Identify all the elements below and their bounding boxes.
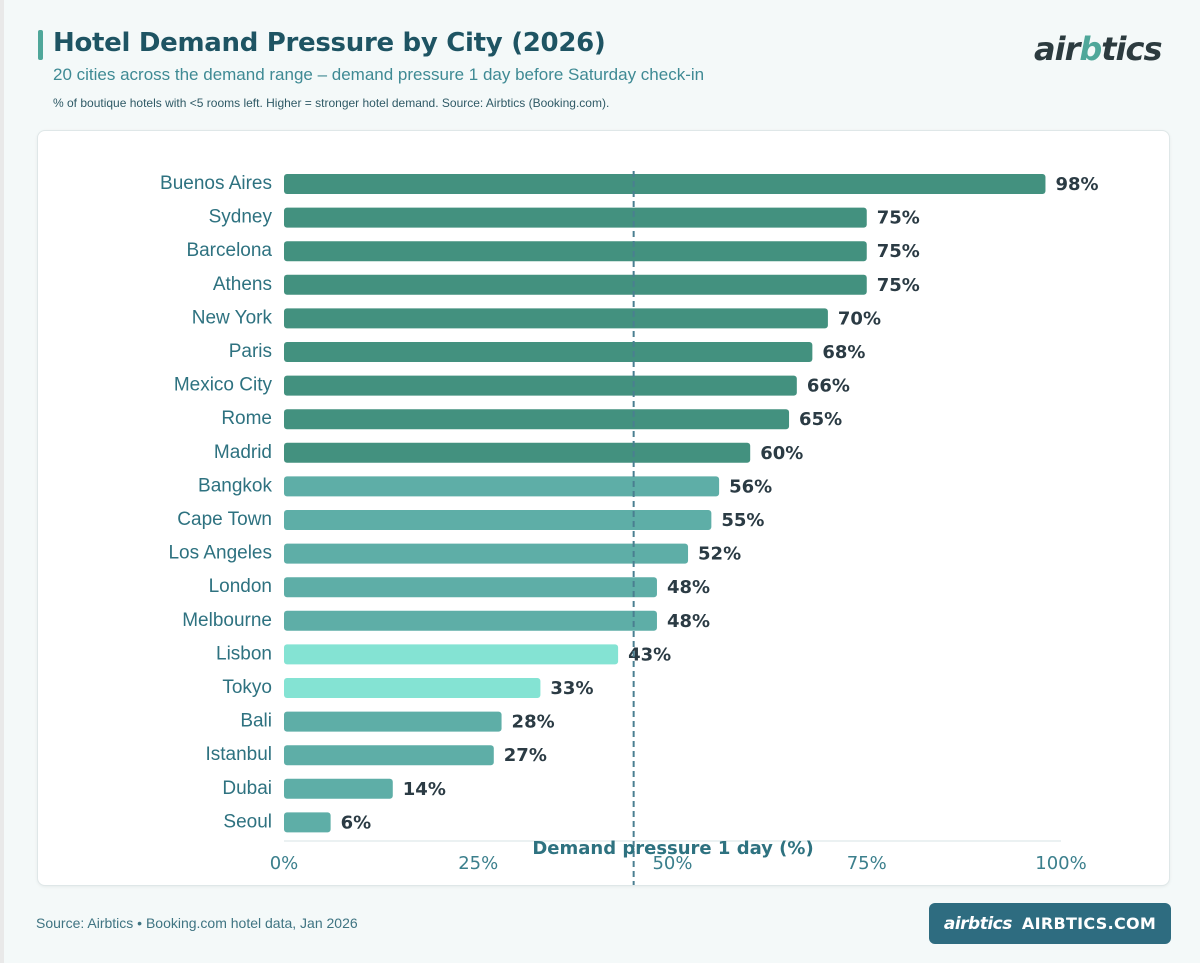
value-label-madrid: 60% xyxy=(760,443,803,464)
value-label-seoul: 6% xyxy=(341,812,372,833)
logo-text-tics: tics xyxy=(1101,30,1162,68)
category-label-istanbul: Istanbul xyxy=(205,744,272,765)
bar-dubai xyxy=(284,778,393,799)
logo-text-air: air xyxy=(1034,30,1080,68)
value-label-barcelona: 75% xyxy=(877,241,920,262)
bar-lisbon xyxy=(284,644,619,665)
chart-note: % of boutique hotels with <5 rooms left.… xyxy=(53,96,610,110)
category-label-seoul: Seoul xyxy=(223,811,272,832)
value-label-rome: 65% xyxy=(799,409,842,430)
airbtics-site-button[interactable]: airbtics AIRBTICS.COM xyxy=(929,903,1171,944)
value-label-tokyo: 33% xyxy=(550,678,593,699)
category-label-athens: Athens xyxy=(213,274,272,295)
value-label-mexico-city: 66% xyxy=(807,376,850,397)
x-tick-label-25: 25% xyxy=(458,853,498,874)
page-title: Hotel Demand Pressure by City (2026) xyxy=(53,28,606,58)
bar-madrid xyxy=(284,442,751,463)
x-tick-label-75: 75% xyxy=(847,853,887,874)
value-label-london: 48% xyxy=(667,577,710,598)
category-label-buenos-aires: Buenos Aires xyxy=(160,173,272,194)
bar-new-york xyxy=(284,308,828,329)
bar-rome xyxy=(284,409,790,430)
footer-source: Source: Airbtics • Booking.com hotel dat… xyxy=(36,915,358,931)
bar-athens xyxy=(284,274,867,295)
category-label-dubai: Dubai xyxy=(222,778,272,799)
bar-sydney xyxy=(284,207,867,228)
category-label-sydney: Sydney xyxy=(209,207,273,228)
logo-text-b: b xyxy=(1079,30,1102,68)
page-subtitle: 20 cities across the demand range – dema… xyxy=(53,65,705,84)
bar-paris xyxy=(284,342,813,362)
bar-cape-town xyxy=(284,510,712,530)
category-label-madrid: Madrid xyxy=(214,442,272,463)
value-label-lisbon: 43% xyxy=(628,644,671,665)
bar-buenos-aires xyxy=(284,174,1046,194)
airbtics-logo[interactable]: airbtics xyxy=(1034,30,1163,68)
bar-bali xyxy=(284,711,502,732)
value-label-istanbul: 27% xyxy=(504,745,547,766)
value-label-bangkok: 56% xyxy=(729,476,772,497)
bar-melbourne xyxy=(284,610,657,631)
category-label-rome: Rome xyxy=(221,408,272,429)
category-label-london: London xyxy=(209,576,272,597)
bar-istanbul xyxy=(284,745,494,766)
x-tick-label-100: 100% xyxy=(1035,853,1086,874)
value-label-los-angeles: 52% xyxy=(698,544,741,565)
value-label-sydney: 75% xyxy=(877,208,920,229)
category-label-los-angeles: Los Angeles xyxy=(168,543,272,564)
value-label-cape-town: 55% xyxy=(721,510,764,531)
category-label-cape-town: Cape Town xyxy=(177,509,272,530)
bar-bangkok xyxy=(284,476,720,497)
bar-chart: Buenos Aires 98% Sydney 75% Barcelona 75% Athe… xyxy=(160,171,1099,885)
x-tick-label-50: 50% xyxy=(652,853,692,874)
chart-card: Buenos Aires 98% Sydney 75% Barcelona 75% Athe… xyxy=(37,130,1170,886)
bar-mexico-city xyxy=(284,375,797,396)
category-label-lisbon: Lisbon xyxy=(216,643,272,664)
value-label-athens: 75% xyxy=(877,275,920,296)
value-label-bali: 28% xyxy=(512,712,555,733)
page: Hotel Demand Pressure by City (2026) 20 … xyxy=(4,0,1200,963)
bar-barcelona xyxy=(284,241,867,262)
category-label-paris: Paris xyxy=(229,341,272,362)
category-label-tokyo: Tokyo xyxy=(222,677,272,698)
x-tick-label-0: 0% xyxy=(270,853,299,874)
bar-los-angeles xyxy=(284,543,689,564)
category-label-melbourne: Melbourne xyxy=(182,610,272,631)
category-label-barcelona: Barcelona xyxy=(186,240,272,261)
bar-seoul xyxy=(284,812,331,833)
x-axis-title: Demand pressure 1 day (%) xyxy=(532,838,813,859)
value-label-paris: 68% xyxy=(822,342,865,363)
value-label-melbourne: 48% xyxy=(667,611,710,632)
category-label-mexico-city: Mexico City xyxy=(174,375,273,396)
value-label-new-york: 70% xyxy=(838,308,881,329)
footer-site-link: AIRBTICS.COM xyxy=(1021,914,1157,933)
category-label-bali: Bali xyxy=(240,711,272,732)
category-label-new-york: New York xyxy=(192,307,273,328)
title-accent-bar xyxy=(38,30,43,60)
footer-logo: airbtics xyxy=(943,913,1013,934)
bar-tokyo xyxy=(284,678,541,698)
category-label-bangkok: Bangkok xyxy=(198,475,272,496)
value-label-dubai: 14% xyxy=(403,779,446,800)
value-label-buenos-aires: 98% xyxy=(1055,174,1098,195)
bar-london xyxy=(284,577,657,598)
